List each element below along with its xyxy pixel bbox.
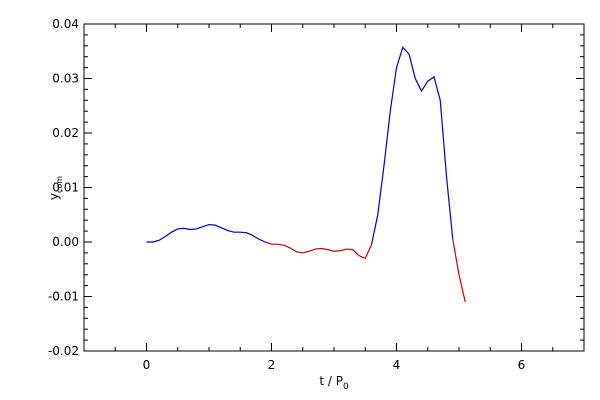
y-tick-label: 0.00 (52, 235, 79, 249)
y-tick-label: 0.03 (52, 72, 79, 86)
x-axis-label: t / P0 (319, 374, 349, 392)
x-tick-label: 6 (518, 358, 526, 372)
x-tick-label: 2 (268, 358, 276, 372)
y-label-sub: com (55, 176, 64, 193)
y-label-text: y (47, 193, 61, 200)
y-axis-label: ycom (47, 176, 64, 200)
y-tick-label: -0.02 (48, 344, 79, 358)
x-label-sub: 0 (343, 382, 349, 392)
y-tick-label: -0.01 (48, 290, 79, 304)
x-label-text: t / P (319, 374, 343, 388)
plot-frame (83, 23, 585, 352)
x-tick-label: 4 (393, 358, 401, 372)
x-tick-label: 0 (143, 358, 151, 372)
y-tick-label: 0.01 (52, 181, 79, 195)
data-line (265, 239, 466, 303)
y-tick-label: 0.04 (52, 17, 79, 31)
data-line (146, 46, 454, 245)
y-tick-label: 0.02 (52, 126, 79, 140)
